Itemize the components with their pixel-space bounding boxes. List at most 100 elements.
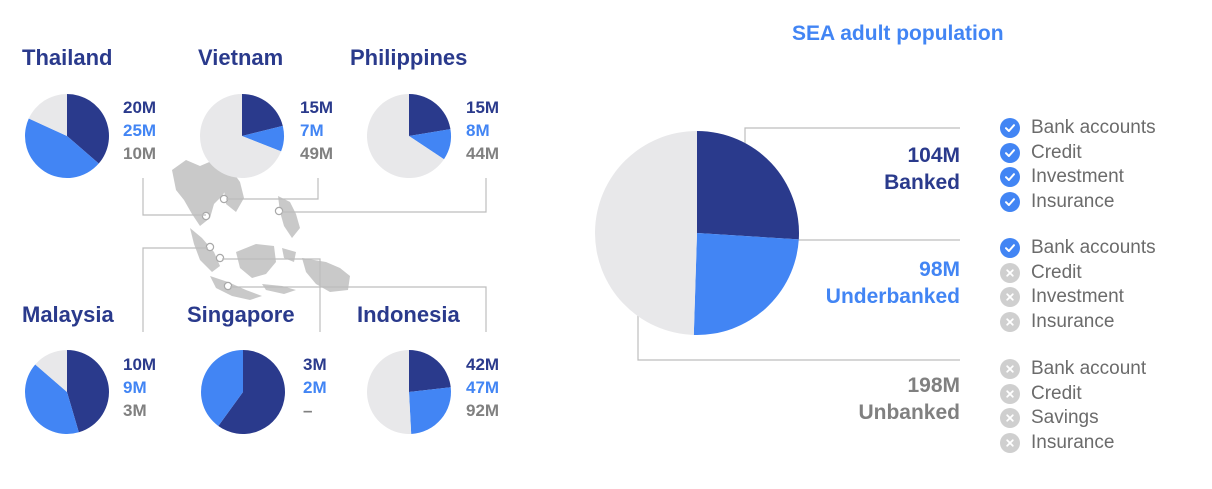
slice-banked (697, 131, 799, 240)
feature-item: Bank account (1000, 357, 1146, 382)
pie-philippines (367, 94, 451, 179)
slice-unbanked (35, 350, 67, 392)
feature-item: Insurance (1000, 190, 1156, 215)
feature-item: Investment (1000, 165, 1156, 190)
value-banked: 15M (300, 98, 334, 117)
value-unbanked: – (303, 401, 313, 420)
values-vietnam: 15M 7M 49M (300, 96, 333, 165)
slice-underbanked (24, 364, 79, 434)
map-landmass (262, 284, 296, 294)
value-underbanked: 25M (123, 121, 157, 140)
slice-banked (67, 94, 110, 164)
pie-singapore (200, 350, 285, 434)
pie-thailand (24, 94, 110, 179)
value-unbanked: 3M (123, 401, 147, 420)
connector-line (282, 178, 487, 213)
check-icon (1000, 192, 1020, 213)
country-title-indonesia: Indonesia (357, 302, 460, 327)
connector-line (142, 178, 206, 216)
slice-banked (409, 94, 451, 136)
slice-underbanked (242, 125, 284, 152)
cross-icon (1000, 408, 1020, 429)
values-malaysia: 10M 9M 3M (123, 353, 156, 422)
feature-text: Bank accounts (1031, 117, 1156, 139)
map-landmass (282, 248, 296, 262)
slice-underbanked (693, 233, 799, 335)
feature-text: Investment (1031, 166, 1124, 188)
feature-item: Investment (1000, 285, 1156, 310)
feature-text: Insurance (1031, 432, 1115, 454)
map-marker (274, 206, 284, 216)
value-underbanked: 9M (123, 378, 147, 397)
value-underbanked: 8M (466, 121, 490, 140)
map-marker (223, 281, 233, 291)
value-underbanked: 7M (300, 121, 324, 140)
segment-value: 98M (919, 258, 960, 281)
slice-unbanked (28, 94, 67, 136)
cross-icon (1000, 312, 1020, 333)
pie-indonesia (367, 350, 451, 434)
value-unbanked: 10M (123, 144, 157, 163)
cross-icon (1000, 383, 1020, 404)
feature-item: Credit (1000, 261, 1156, 286)
country-title-thailand: Thailand (22, 45, 113, 70)
slice-underbanked (409, 387, 451, 434)
map-landmass (302, 258, 350, 292)
slice-banked (218, 350, 285, 434)
check-icon (1000, 118, 1020, 139)
country-title-malaysia: Malaysia (22, 302, 114, 327)
feature-text: Insurance (1031, 191, 1115, 213)
value-underbanked: 47M (466, 378, 500, 397)
value-unbanked: 92M (466, 401, 500, 420)
slice-underbanked (409, 129, 451, 160)
feature-text: Credit (1031, 141, 1082, 163)
feature-text: Credit (1031, 261, 1082, 283)
feature-item: Credit (1000, 382, 1146, 407)
country-title-singapore: Singapore (187, 302, 295, 327)
segment-name: Banked (884, 171, 960, 194)
sea-map (172, 160, 350, 300)
map-landmass (278, 196, 300, 238)
segment-label-banked: 104M Banked (884, 142, 960, 196)
feature-item: Insurance (1000, 431, 1146, 456)
segment-value: 198M (907, 374, 960, 397)
feature-text: Bank account (1031, 358, 1147, 380)
slice-unbanked (594, 131, 697, 335)
slice-banked (409, 350, 451, 392)
values-indonesia: 42M 47M 92M (466, 353, 499, 422)
feature-item: Insurance (1000, 310, 1156, 335)
value-banked: 3M (303, 355, 327, 374)
slice-unbanked (367, 350, 412, 434)
value-unbanked: 44M (466, 144, 500, 163)
value-unbanked: 49M (300, 144, 334, 163)
value-banked: 20M (123, 98, 157, 117)
map-landmass (190, 228, 220, 272)
pie-malaysia (24, 350, 110, 434)
feature-text: Bank accounts (1031, 237, 1156, 259)
slice-unbanked (367, 94, 444, 179)
feature-item: Savings (1000, 406, 1146, 431)
check-icon (1000, 142, 1020, 163)
map-marker (201, 211, 211, 221)
cross-icon (1000, 359, 1020, 380)
country-pies (24, 94, 451, 434)
pie-sea-adult-population (594, 131, 799, 335)
segment-label-underbanked: 98M Underbanked (826, 256, 960, 310)
value-underbanked: 2M (303, 378, 327, 397)
sea-chart-title: SEA adult population (792, 22, 1004, 45)
pie-vietnam (200, 94, 284, 179)
feature-text: Insurance (1031, 311, 1115, 333)
map-marker (205, 242, 215, 252)
values-thailand: 20M 25M 10M (123, 96, 156, 165)
value-banked: 42M (466, 355, 500, 374)
feature-item: Bank accounts (1000, 236, 1156, 261)
cross-icon (1000, 433, 1020, 454)
cross-icon (1000, 287, 1020, 308)
connector-line (230, 286, 487, 332)
slice-underbanked (24, 118, 99, 179)
map-landmass (172, 160, 230, 226)
country-title-vietnam: Vietnam (198, 45, 284, 70)
cross-icon (1000, 262, 1020, 283)
values-philippines: 15M 8M 44M (466, 96, 499, 165)
